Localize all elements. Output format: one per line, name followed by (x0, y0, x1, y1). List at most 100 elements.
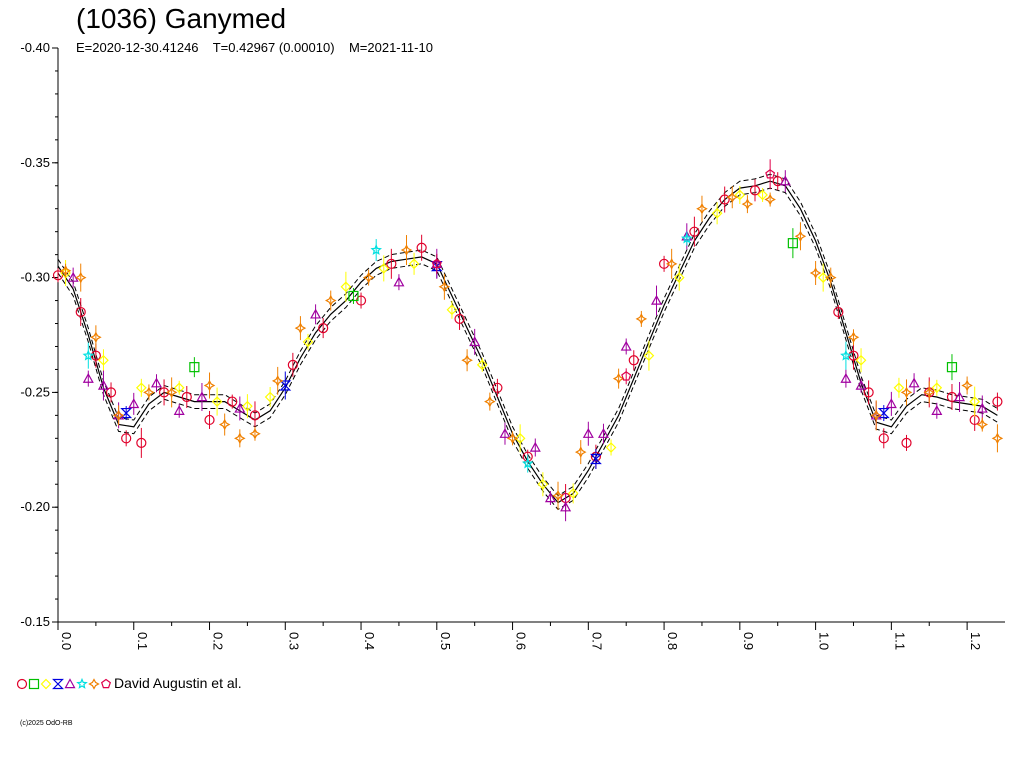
data-point (302, 333, 314, 350)
data-point (454, 307, 465, 330)
marker-triangle (150, 377, 163, 388)
data-point (249, 401, 261, 430)
marker-diamond (446, 304, 458, 316)
fit-envelope-upper (57, 173, 998, 497)
point-marker (324, 294, 337, 307)
marker-triangle (840, 372, 852, 383)
x-tick-label: 0.9 (741, 632, 756, 650)
data-point (181, 385, 192, 408)
point-marker (741, 198, 754, 210)
data-point (757, 187, 768, 202)
marker-diamond (931, 382, 943, 394)
point-marker (74, 271, 87, 284)
point-marker (658, 258, 670, 269)
marker-triangle (855, 379, 867, 390)
point-marker (900, 386, 913, 399)
point-marker (794, 230, 807, 243)
data-point (976, 395, 988, 422)
point-marker (416, 242, 427, 253)
data-point (521, 454, 534, 473)
marker-cross-diamond (234, 432, 246, 445)
marker-circle (318, 323, 329, 334)
point-marker (362, 271, 375, 284)
marker-cross-diamond (249, 427, 261, 440)
point-marker (809, 267, 822, 279)
marker-cross-diamond (59, 264, 72, 277)
data-point (711, 202, 723, 225)
data-point (242, 394, 253, 419)
data-point (900, 379, 913, 406)
x-tick-label: 0.2 (211, 632, 226, 650)
data-point (665, 248, 678, 279)
data-point (817, 263, 829, 292)
marker-circle (52, 270, 64, 281)
data-point (855, 348, 867, 373)
data-point (946, 383, 958, 410)
marker-hourglass (52, 678, 64, 690)
data-point (370, 239, 382, 262)
marker-diamond (605, 442, 617, 453)
data-point (112, 405, 125, 426)
point-marker (597, 427, 609, 438)
data-point (165, 377, 178, 408)
point-marker (757, 189, 768, 201)
marker-diamond (340, 281, 352, 293)
point-marker (946, 362, 958, 373)
marker-triangle (173, 405, 185, 415)
marker-circle (833, 306, 844, 318)
marker-triangle (885, 398, 897, 409)
point-marker (923, 386, 936, 399)
marker-cross-diamond (74, 271, 87, 284)
data-point (287, 352, 298, 377)
data-point (597, 423, 609, 444)
data-point (901, 434, 912, 451)
point-marker (833, 306, 844, 318)
marker-circle (204, 414, 215, 426)
marker-cross-diamond (112, 409, 125, 422)
data-point (340, 271, 352, 302)
point-marker (408, 258, 420, 270)
point-marker (612, 372, 625, 385)
marker-diamond (734, 189, 746, 201)
point-marker (105, 387, 117, 398)
point-marker (173, 405, 185, 415)
legend-symbol-star (76, 677, 88, 689)
point-marker (203, 379, 216, 392)
point-marker (318, 323, 329, 334)
data-point (749, 179, 761, 202)
point-marker (165, 386, 178, 399)
point-marker (514, 432, 526, 444)
data-point (150, 374, 163, 393)
point-marker (976, 402, 988, 413)
series-square (189, 228, 958, 381)
marker-cross-diamond (362, 271, 375, 284)
data-point (931, 379, 943, 396)
point-marker (52, 270, 64, 281)
point-marker (454, 313, 465, 325)
marker-diamond (242, 400, 253, 412)
point-marker (574, 446, 587, 458)
data-point (105, 382, 117, 403)
marker-triangle (620, 340, 632, 351)
marker-circle (121, 433, 132, 444)
marker-diamond (969, 396, 981, 407)
legend-label: David Augustin et al. (114, 675, 242, 691)
data-point (719, 186, 730, 213)
marker-diamond (408, 258, 420, 270)
marker-diamond (173, 382, 185, 394)
data-point (650, 285, 663, 316)
point-marker (764, 193, 776, 206)
marker-circle (878, 433, 889, 444)
data-point (75, 298, 86, 327)
point-marker (991, 432, 1004, 445)
data-point (211, 387, 223, 416)
data-point (173, 403, 185, 418)
marker-triangle (393, 276, 405, 287)
marker-triangle (597, 427, 609, 438)
marker-cross-diamond (741, 198, 754, 210)
marker-cross-diamond (294, 322, 307, 334)
data-point (189, 357, 200, 378)
data-point (946, 354, 958, 381)
point-marker (621, 371, 632, 381)
